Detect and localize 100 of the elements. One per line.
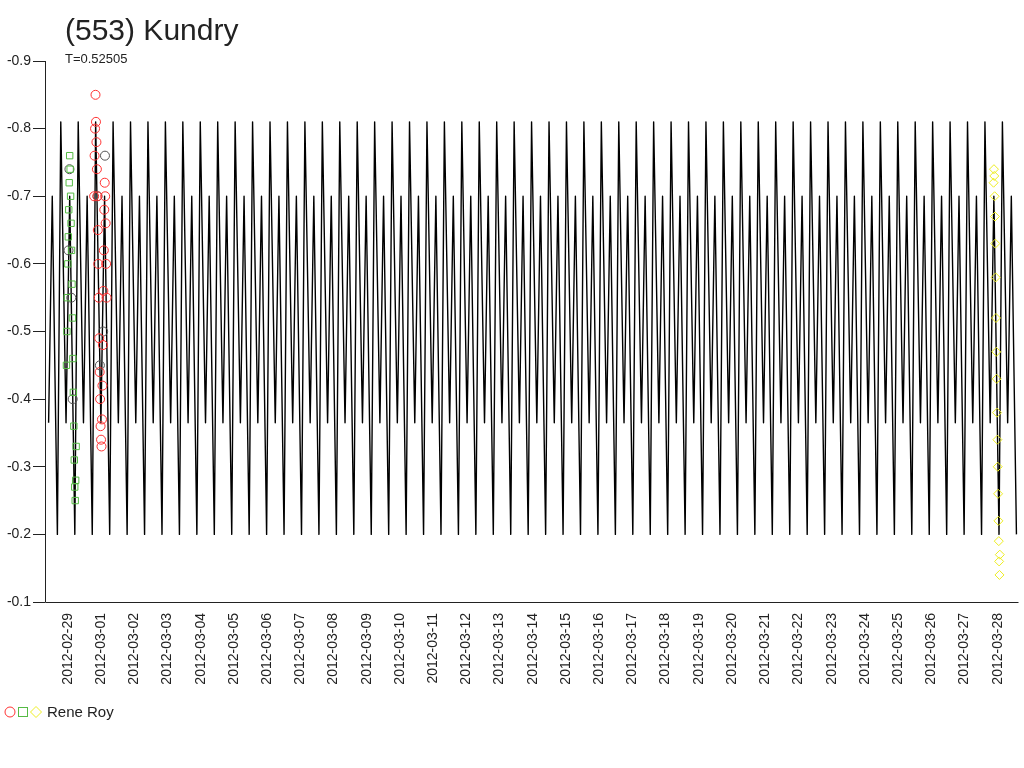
point (95, 394, 106, 405)
point (98, 326, 109, 337)
x-tick-label: 2012-03-05 (224, 612, 241, 685)
chart-subtitle: T=0.52505 (65, 51, 128, 66)
point (988, 177, 999, 188)
x-tick-label: 2012-03-07 (291, 612, 308, 685)
point (992, 407, 1003, 418)
point (63, 327, 71, 336)
x-tick-label: 2012-03-13 (490, 612, 507, 685)
point (97, 380, 108, 391)
point (66, 292, 77, 303)
point (90, 89, 101, 100)
x-tick-label: 2012-03-19 (689, 612, 706, 685)
point (990, 272, 1001, 283)
x-tick-label: 2012-03-25 (888, 612, 905, 685)
point (68, 314, 77, 322)
point (72, 442, 80, 451)
y-tick-label: -0.2 (6, 525, 32, 542)
point (71, 496, 79, 505)
point (70, 456, 78, 464)
x-tick-label: 2012-03-16 (590, 612, 607, 685)
point (989, 211, 1000, 222)
point (63, 294, 72, 302)
point (91, 164, 102, 175)
point (989, 170, 1000, 181)
x-tick-label: 2012-03-06 (257, 612, 274, 685)
point (100, 218, 111, 229)
point (990, 238, 1001, 249)
point (65, 206, 73, 214)
point (94, 333, 105, 344)
point (90, 116, 101, 127)
point (96, 414, 107, 425)
point (64, 260, 72, 268)
point (101, 258, 112, 269)
point (94, 360, 105, 371)
x-tick-label: 2012-03-22 (789, 612, 806, 685)
point (67, 246, 76, 255)
point (991, 346, 1002, 357)
point (99, 150, 110, 161)
point (96, 441, 107, 452)
x-tick-label: 2012-03-18 (656, 612, 673, 685)
point (67, 394, 78, 405)
point (68, 280, 76, 288)
point (90, 123, 101, 134)
point (98, 245, 109, 256)
point (994, 556, 1005, 567)
point (66, 192, 75, 200)
point (101, 292, 112, 303)
x-tick-label: 2012-02-29 (58, 612, 75, 685)
point (95, 421, 106, 432)
x-tick-label: 2012-03-02 (125, 612, 142, 685)
point (99, 177, 110, 188)
point (91, 137, 102, 148)
point (991, 373, 1002, 384)
y-tick-label: -0.7 (6, 187, 32, 204)
y-tick-label: -0.9 (6, 51, 32, 68)
point (70, 422, 78, 430)
y-tick-label: -0.8 (6, 119, 32, 136)
chart-title: (553) Kundry (65, 13, 239, 46)
point (992, 461, 1003, 472)
x-tick-label: 2012-03-21 (756, 612, 773, 685)
point (93, 258, 104, 269)
point (64, 233, 72, 241)
point (71, 483, 79, 491)
x-tick-label: 2012-03-14 (523, 612, 540, 685)
point (98, 285, 109, 296)
x-tick-label: 2012-03-27 (955, 612, 972, 685)
x-tick-label: 2012-03-04 (191, 612, 208, 685)
x-tick-label: 2012-03-24 (855, 612, 872, 685)
point (993, 488, 1004, 499)
x-tick-label: 2012-03-23 (822, 612, 839, 685)
x-tick-label: 2012-03-08 (324, 612, 341, 685)
x-tick-label: 2012-03-26 (922, 612, 939, 685)
x-tick-label: 2012-03-01 (91, 612, 108, 685)
point (67, 219, 75, 227)
x-tick-label: 2012-03-09 (357, 612, 374, 685)
point (89, 150, 100, 161)
x-tick-label: 2012-03-03 (158, 612, 175, 685)
point (62, 361, 71, 369)
point (92, 225, 103, 236)
point (69, 354, 77, 363)
point (992, 434, 1003, 445)
point (65, 179, 73, 187)
x-tick-label: 2012-03-12 (457, 612, 474, 685)
y-tick-label: -0.1 (6, 592, 32, 609)
point (71, 476, 80, 484)
x-tick-label: 2012-03-20 (722, 612, 739, 685)
point (66, 151, 74, 160)
point (989, 191, 1000, 202)
y-tick-label: -0.3 (6, 457, 32, 474)
point (993, 515, 1004, 526)
point (993, 536, 1004, 547)
y-tick-label: -0.5 (6, 322, 32, 339)
point (97, 340, 108, 351)
y-tick-label: -0.4 (6, 389, 32, 406)
point (988, 164, 999, 175)
x-tick-label: 2012-03-17 (623, 612, 640, 685)
point (994, 549, 1005, 560)
point (991, 312, 1002, 323)
point (63, 245, 74, 256)
